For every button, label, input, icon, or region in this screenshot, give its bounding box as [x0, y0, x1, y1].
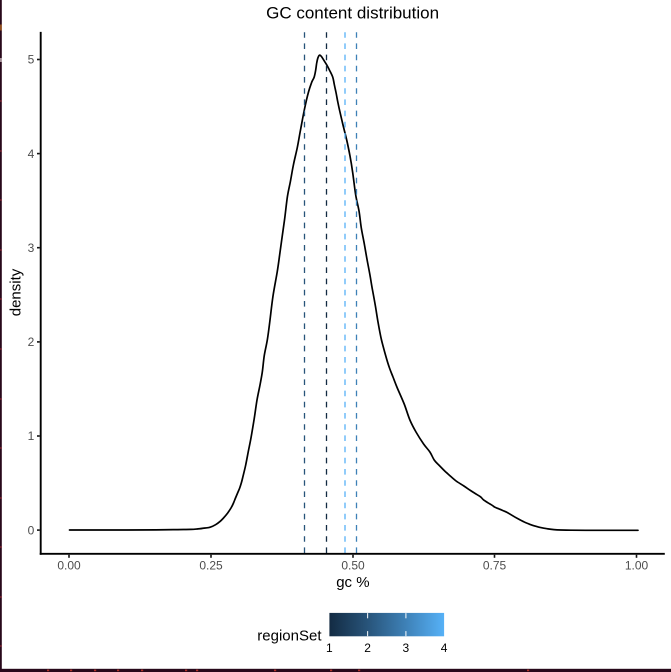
svg-text:0.25: 0.25: [199, 559, 223, 573]
svg-text:1: 1: [326, 641, 333, 655]
svg-text:0.00: 0.00: [57, 559, 81, 573]
svg-text:GC content distribution: GC content distribution: [266, 3, 439, 22]
svg-text:2: 2: [28, 335, 35, 349]
svg-text:density: density: [8, 268, 25, 316]
svg-text:1.00: 1.00: [625, 559, 649, 573]
svg-text:regionSet: regionSet: [257, 627, 322, 644]
svg-text:gc %: gc %: [336, 574, 369, 591]
svg-text:3: 3: [28, 241, 35, 255]
svg-text:0: 0: [28, 523, 35, 537]
svg-text:0.75: 0.75: [483, 559, 507, 573]
svg-text:5: 5: [28, 53, 35, 67]
svg-text:1: 1: [28, 429, 35, 443]
svg-text:0.50: 0.50: [341, 559, 365, 573]
svg-text:3: 3: [403, 641, 410, 655]
svg-text:2: 2: [364, 641, 371, 655]
svg-text:4: 4: [28, 147, 35, 161]
svg-text:4: 4: [441, 641, 448, 655]
